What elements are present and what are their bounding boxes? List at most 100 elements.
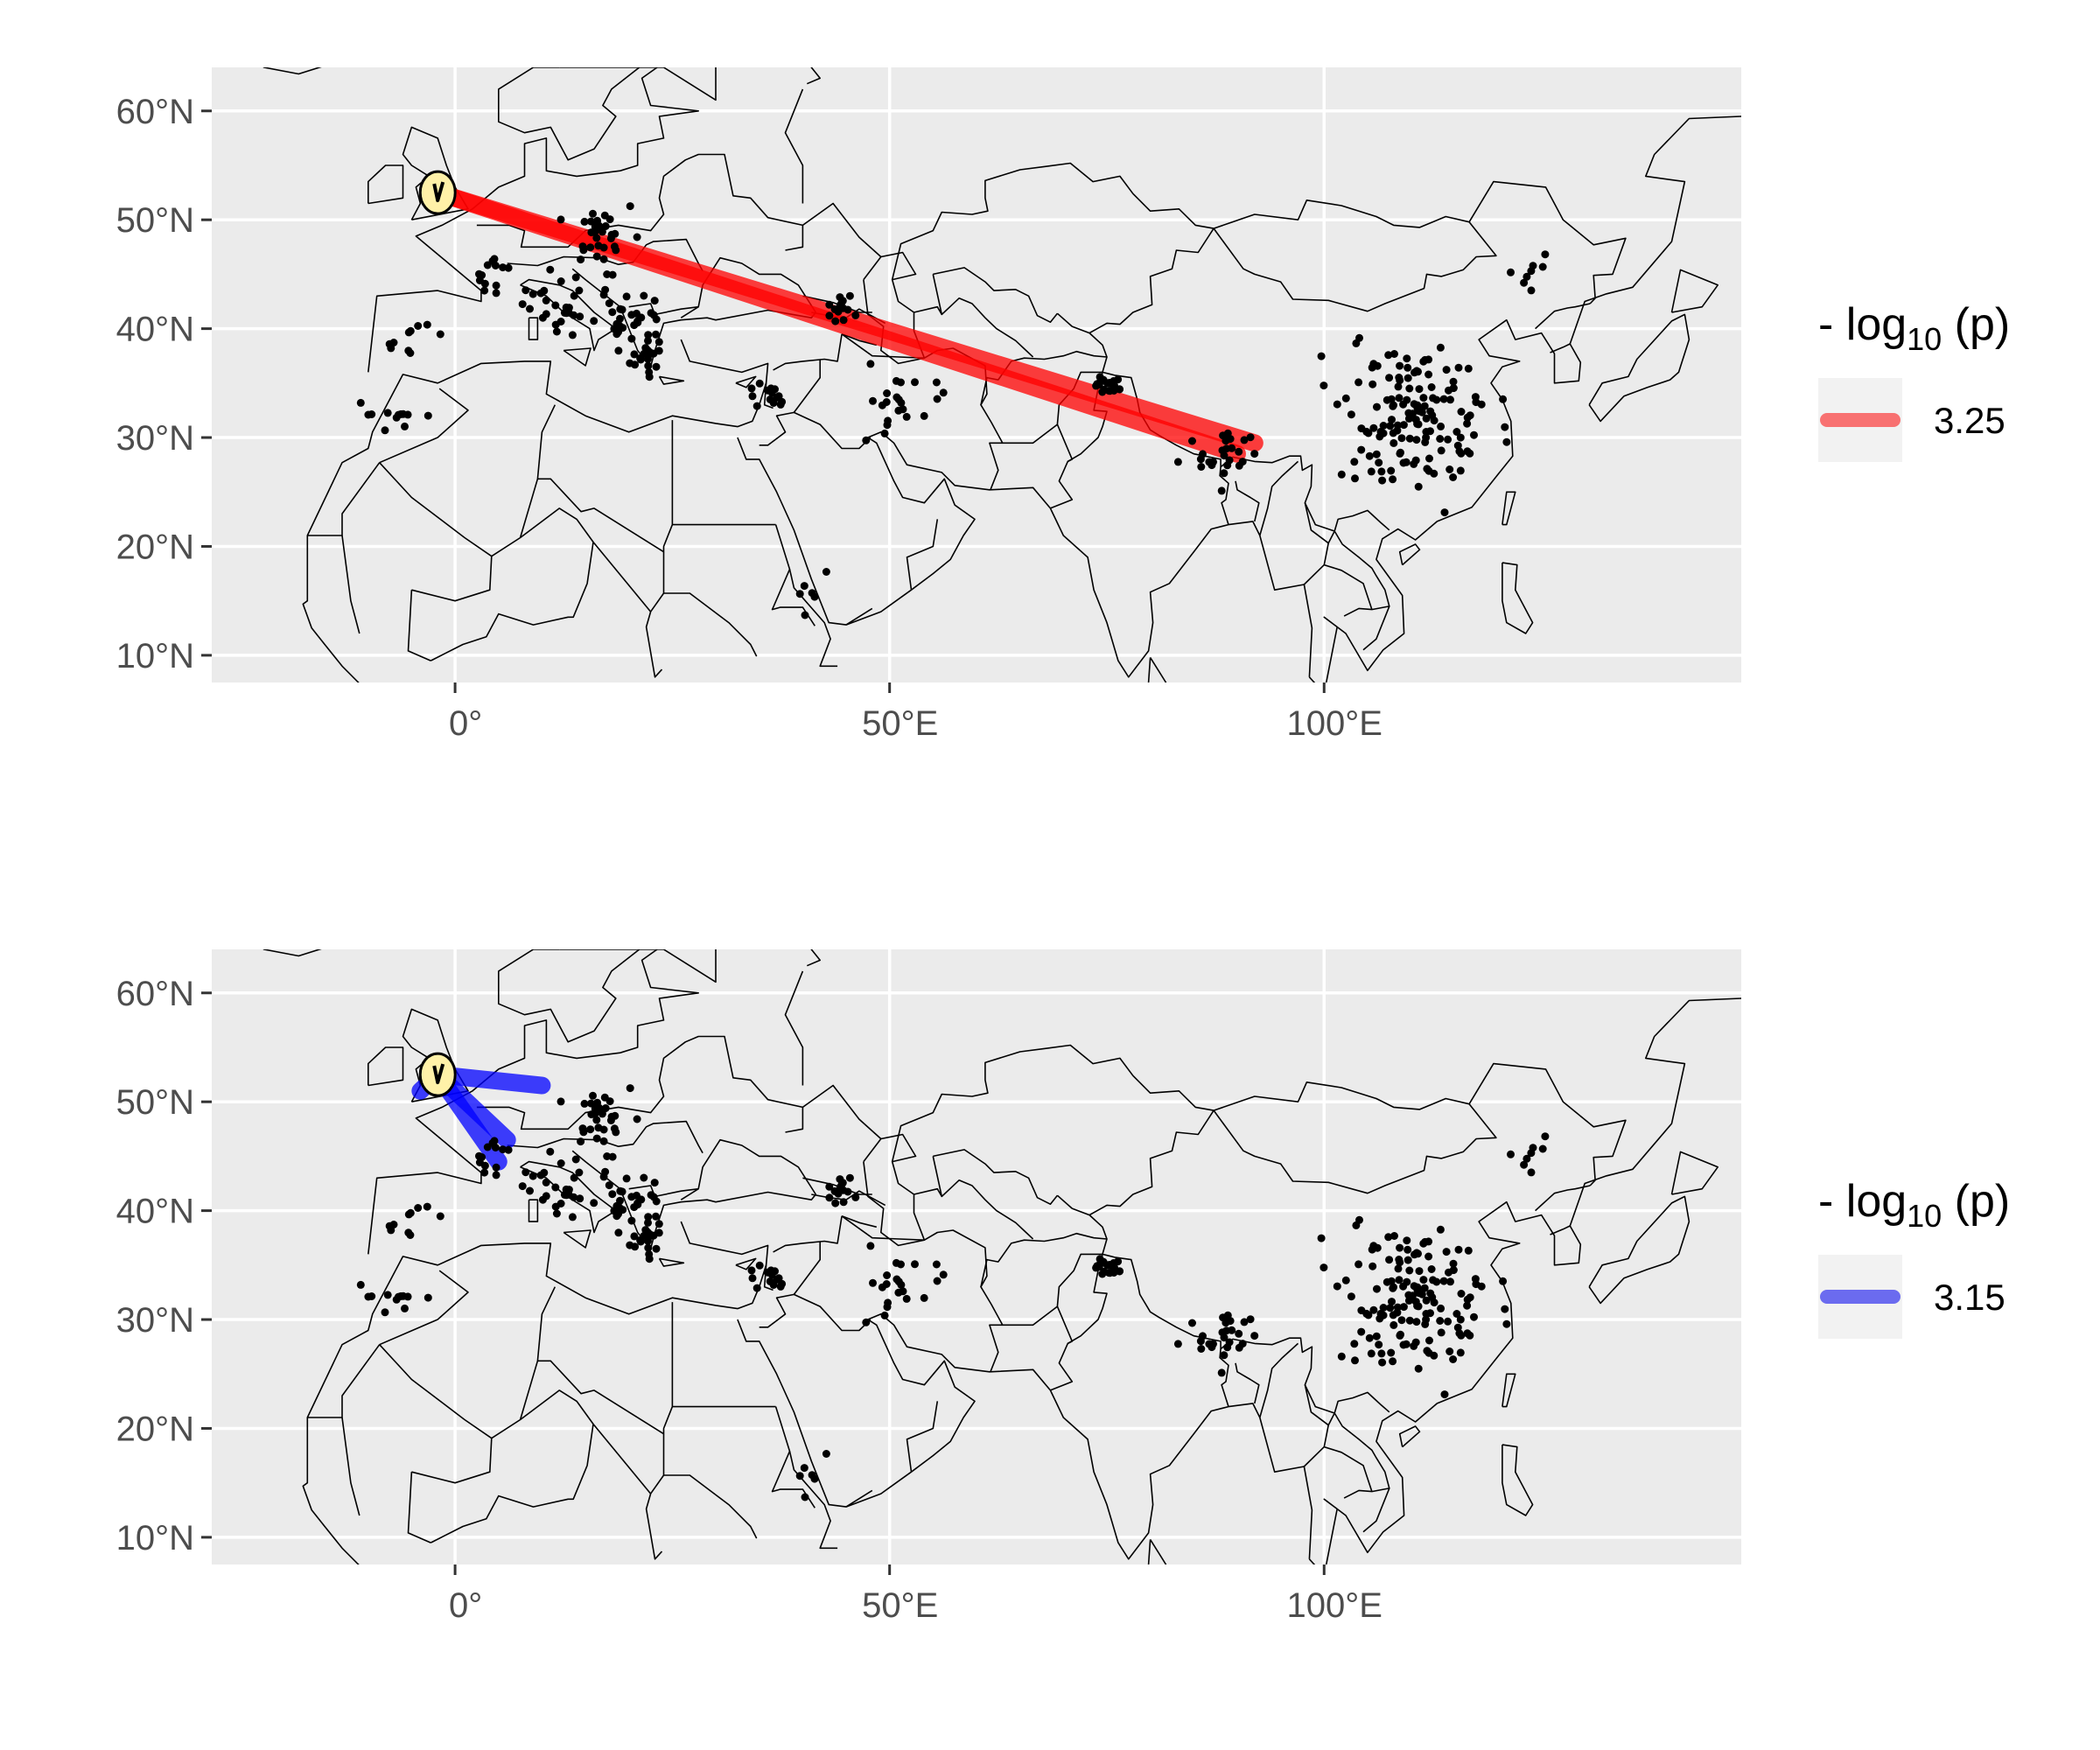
sample-point bbox=[800, 1464, 808, 1473]
y-tick-label: 30°N bbox=[116, 1301, 194, 1340]
sample-point bbox=[1382, 1278, 1391, 1286]
border-path bbox=[592, 541, 652, 612]
sample-point bbox=[1362, 1309, 1371, 1318]
sample-point bbox=[897, 1280, 906, 1289]
sample-point bbox=[1446, 1348, 1454, 1355]
sample-point bbox=[644, 1218, 652, 1227]
sample-point bbox=[1421, 1320, 1430, 1328]
sample-point bbox=[478, 1153, 486, 1161]
border-path bbox=[1308, 116, 1741, 682]
sample-point bbox=[1413, 1283, 1422, 1292]
sample-point bbox=[592, 252, 601, 261]
sample-point bbox=[610, 325, 619, 333]
border-path bbox=[932, 274, 1034, 358]
sample-point bbox=[1427, 1265, 1436, 1273]
sample-point bbox=[1376, 1314, 1384, 1323]
border-path bbox=[891, 1044, 1214, 1162]
sample-point bbox=[546, 265, 555, 274]
sample-point bbox=[1217, 1368, 1226, 1377]
sample-point bbox=[1382, 396, 1391, 404]
border-path bbox=[1502, 491, 1516, 526]
sample-point bbox=[645, 1250, 654, 1258]
sample-point bbox=[552, 327, 561, 336]
sample-point bbox=[504, 263, 513, 272]
border-path bbox=[1502, 1444, 1534, 1516]
sample-point bbox=[1470, 1312, 1478, 1321]
sample-point bbox=[839, 316, 848, 325]
sample-point bbox=[933, 1277, 942, 1285]
sample-point bbox=[1197, 463, 1206, 471]
sample-point bbox=[640, 291, 648, 300]
sample-point bbox=[570, 1193, 578, 1201]
sample-point bbox=[845, 1173, 854, 1182]
sample-point bbox=[752, 402, 761, 410]
sample-point bbox=[1354, 378, 1363, 387]
sample-point bbox=[1436, 1225, 1445, 1234]
sample-point bbox=[1464, 364, 1473, 373]
sample-point bbox=[1098, 388, 1107, 396]
sample-point bbox=[822, 1450, 830, 1458]
sample-point bbox=[1367, 1349, 1376, 1358]
border-path bbox=[1088, 332, 1108, 358]
sample-point bbox=[1225, 1338, 1234, 1347]
sample-point bbox=[892, 376, 900, 385]
sample-point bbox=[1357, 1327, 1366, 1336]
sample-point bbox=[747, 384, 756, 393]
sample-point bbox=[748, 1274, 757, 1283]
sample-point bbox=[630, 350, 639, 359]
border-path bbox=[1343, 1488, 1390, 1499]
y-tick-label: 30°N bbox=[116, 419, 194, 458]
sample-point bbox=[801, 611, 809, 620]
sample-point bbox=[627, 1193, 636, 1201]
sample-point bbox=[763, 386, 772, 395]
sample-point bbox=[1449, 1355, 1458, 1363]
sample-point bbox=[1449, 473, 1458, 481]
sample-point bbox=[1415, 1267, 1424, 1276]
border-path bbox=[1343, 606, 1390, 617]
sample-point bbox=[795, 1472, 804, 1480]
sample-point bbox=[1422, 1310, 1431, 1318]
sample-point bbox=[1395, 1256, 1404, 1264]
border-path bbox=[1550, 343, 1571, 354]
sample-point bbox=[626, 1241, 634, 1250]
sample-point bbox=[866, 1242, 875, 1250]
sample-point bbox=[1246, 1315, 1255, 1324]
border-path bbox=[663, 592, 758, 657]
sample-point bbox=[542, 296, 550, 304]
sample-point bbox=[633, 233, 641, 242]
sample-point bbox=[571, 273, 580, 282]
origin-glyph bbox=[432, 1063, 445, 1085]
border-path bbox=[793, 359, 872, 450]
border-path bbox=[1670, 269, 1718, 313]
border-path bbox=[845, 607, 873, 626]
sample-point bbox=[601, 285, 610, 294]
border-path bbox=[379, 388, 469, 464]
sample-point bbox=[1415, 385, 1424, 394]
legend-top: - log10 (p) 3.25 bbox=[1818, 299, 2010, 462]
border-path bbox=[1535, 303, 1591, 330]
sample-point bbox=[1507, 1150, 1515, 1158]
sample-point bbox=[630, 1203, 639, 1212]
sample-point bbox=[614, 1228, 623, 1237]
sample-point bbox=[589, 1091, 597, 1100]
sample-point bbox=[518, 1182, 527, 1191]
sample-point bbox=[1197, 1345, 1206, 1353]
border-path bbox=[476, 153, 804, 251]
sample-point bbox=[1410, 459, 1418, 468]
sample-point bbox=[1419, 1276, 1428, 1284]
sample-point bbox=[1457, 408, 1466, 416]
sample-point bbox=[562, 1185, 570, 1194]
sample-point bbox=[1445, 386, 1452, 395]
sample-point bbox=[1333, 1282, 1341, 1291]
sample-point bbox=[1470, 430, 1478, 439]
map-panel-top: 10°N 20°N 30°N 40°N 50°N 60°N 0° 50°E 100°E bbox=[116, 67, 1741, 743]
sample-point bbox=[522, 1168, 530, 1177]
sample-point bbox=[1387, 466, 1396, 475]
sample-point bbox=[652, 1244, 661, 1253]
border-path bbox=[1067, 1254, 1108, 1345]
sample-point bbox=[1114, 375, 1123, 384]
border-path bbox=[863, 1133, 926, 1247]
sample-point bbox=[1341, 394, 1350, 402]
sample-point bbox=[1096, 373, 1104, 382]
sample-point bbox=[801, 1493, 809, 1502]
